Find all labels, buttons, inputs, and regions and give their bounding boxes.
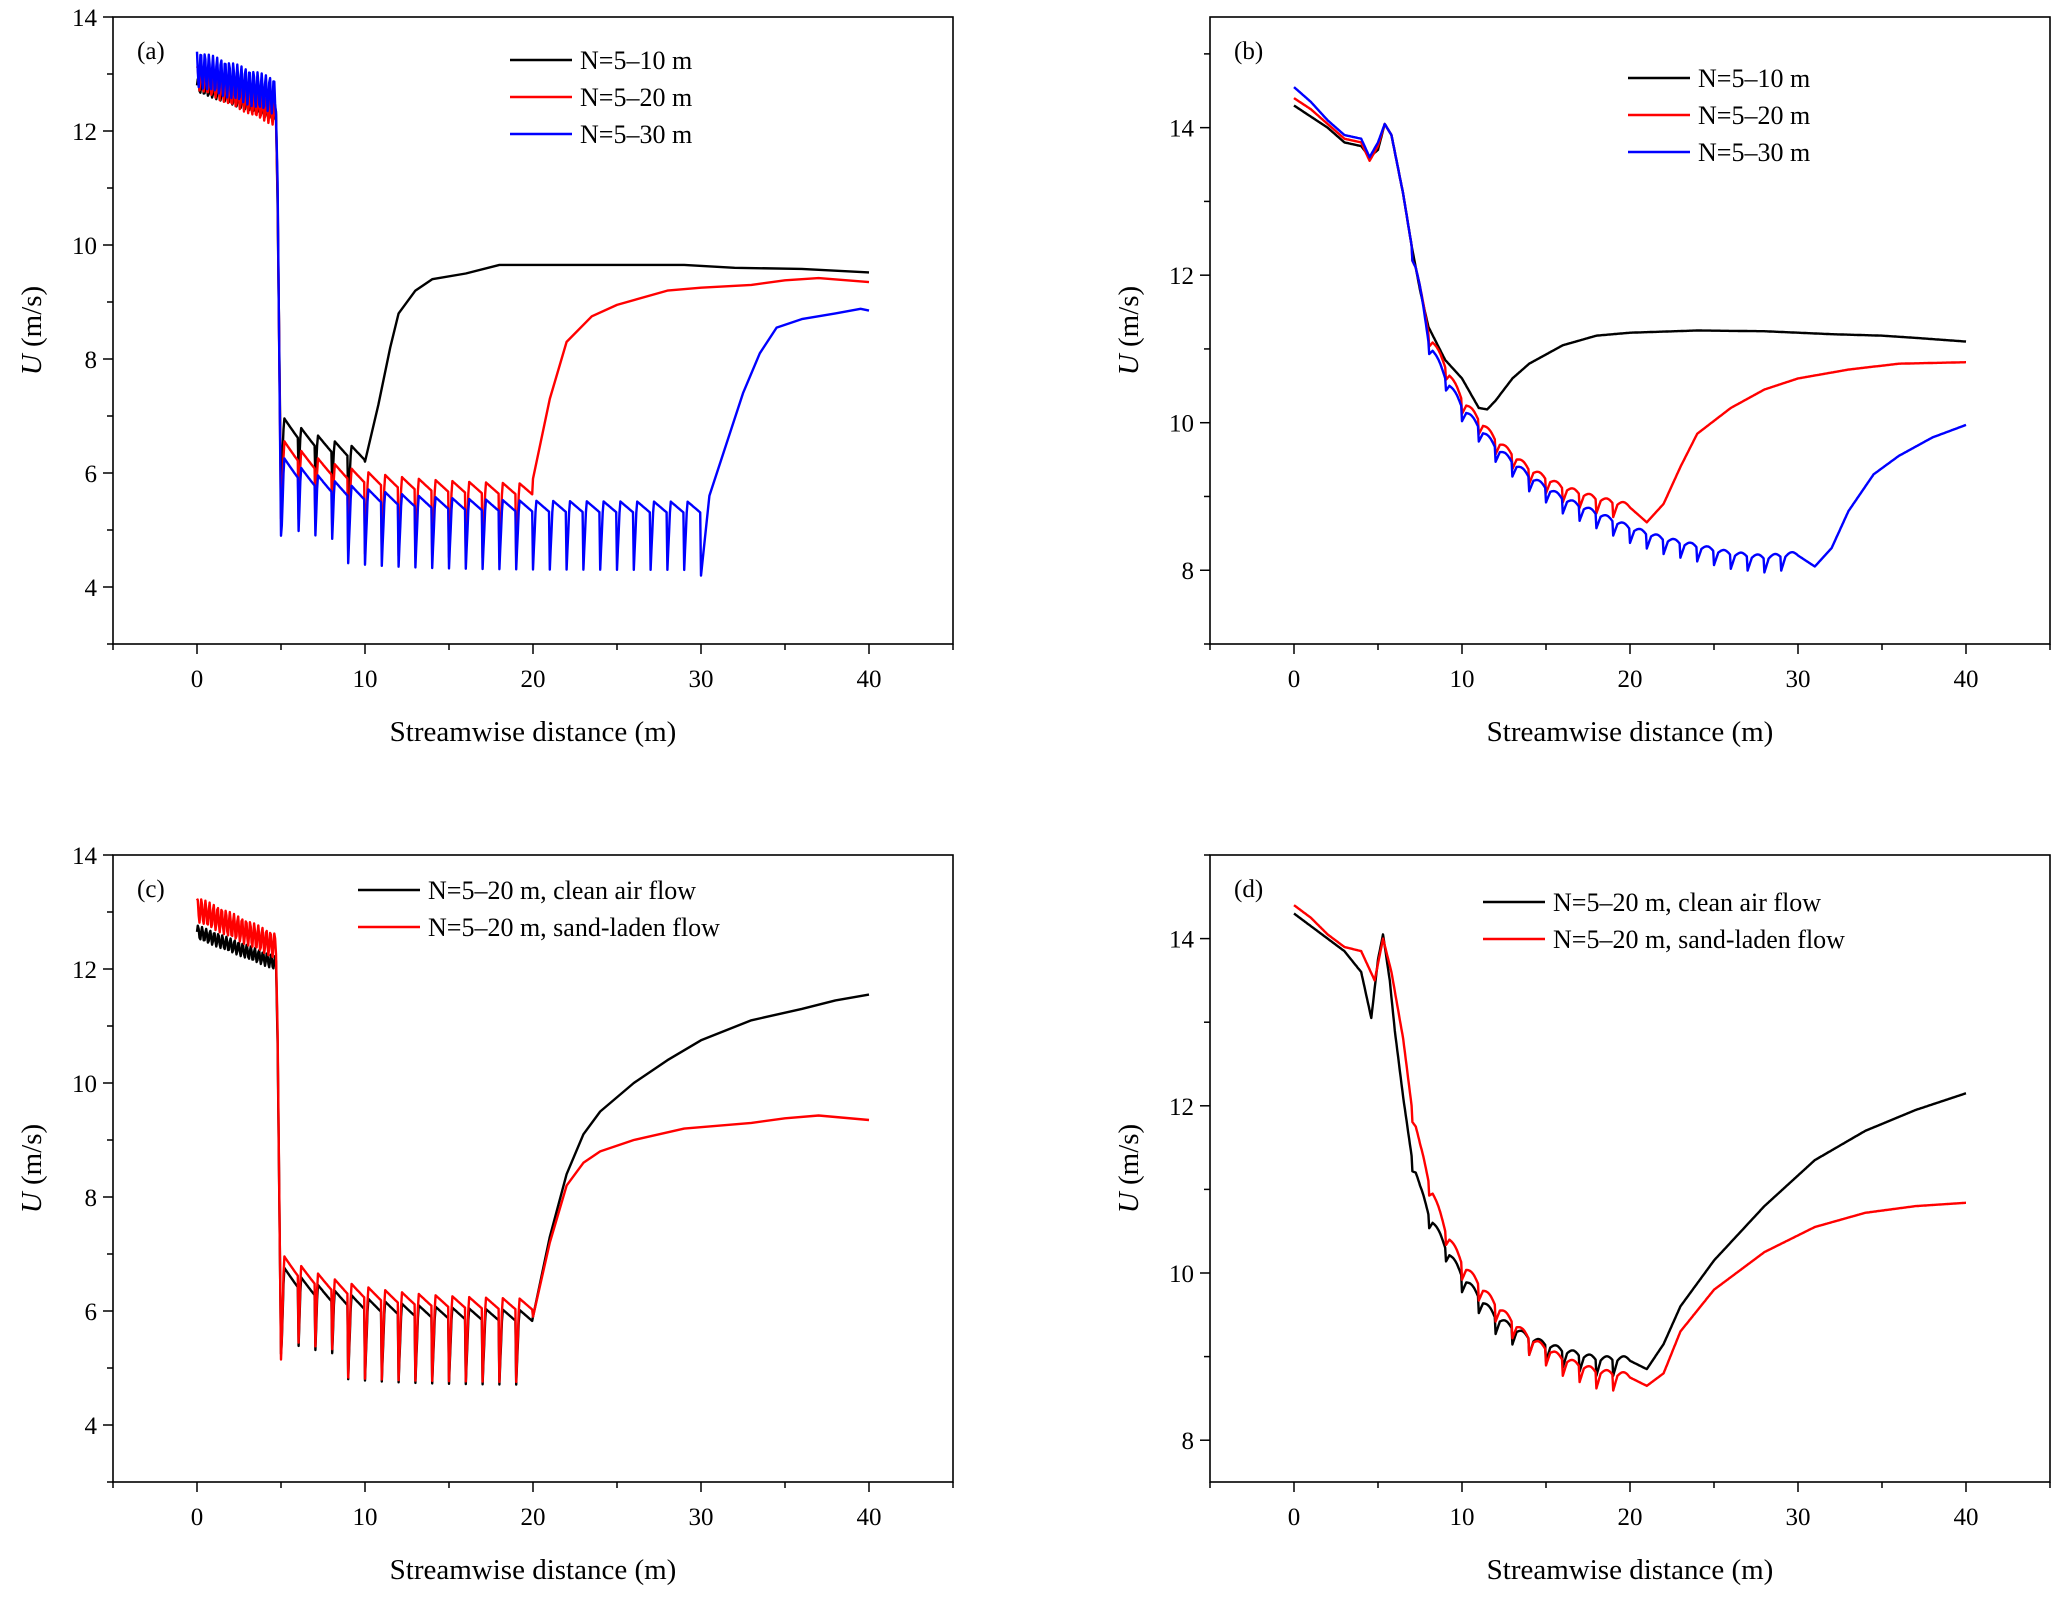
x-tick-label: 40 bbox=[1954, 666, 1979, 693]
panel-c: 0 10 20 30 40 4 6 8 10 12 14 Streamwise distance (m… bbox=[16, 843, 954, 1586]
y-axis-title: U (m/s) bbox=[16, 1124, 48, 1213]
y-tick-label: 14 bbox=[72, 5, 98, 32]
series-line-2 bbox=[195, 898, 870, 1384]
x-tick-label: 10 bbox=[1450, 666, 1475, 693]
legend-label: N=5–30 m bbox=[1698, 138, 1810, 167]
panel-tag: (a) bbox=[137, 38, 165, 65]
panel-d: 0 10 20 30 40 8 10 12 14 Streamwise distance (m) U… bbox=[1113, 854, 2051, 1586]
legend-label: N=5–20 m bbox=[580, 83, 692, 112]
series-line-3 bbox=[1293, 86, 1967, 574]
legend-label: N=5–20 m, sand-laden flow bbox=[428, 913, 720, 942]
x-tick-label: 0 bbox=[191, 666, 204, 693]
y-axis-title-unit: (m/s) bbox=[1113, 1124, 1145, 1192]
series-line-1 bbox=[1293, 912, 1967, 1377]
y-tick-label: 12 bbox=[1169, 1094, 1194, 1121]
x-tick-label: 40 bbox=[857, 1504, 882, 1531]
series-line-2 bbox=[1293, 904, 1967, 1392]
y-tick-label: 6 bbox=[85, 461, 98, 488]
y-tick-label: 8 bbox=[1182, 1428, 1195, 1455]
x-axis-title: Streamwise distance (m) bbox=[1487, 716, 1774, 748]
x-tick-label: 20 bbox=[1618, 1504, 1643, 1531]
y-tick-label: 12 bbox=[1169, 263, 1194, 290]
x-axis-title: Streamwise distance (m) bbox=[390, 716, 677, 748]
x-tick-label: 40 bbox=[857, 666, 882, 693]
y-tick-label: 10 bbox=[72, 1071, 97, 1098]
series-line-1 bbox=[195, 77, 870, 505]
y-axis-title: U (m/s) bbox=[16, 286, 48, 375]
panel-tag: (b) bbox=[1234, 38, 1263, 65]
y-axis-title-unit: (m/s) bbox=[16, 286, 48, 354]
x-axis-title: Streamwise distance (m) bbox=[1487, 1554, 1774, 1586]
x-tick-label: 10 bbox=[353, 1504, 378, 1531]
x-tick-label: 30 bbox=[1786, 1504, 1811, 1531]
y-tick-label: 4 bbox=[85, 1413, 98, 1440]
y-tick-label: 14 bbox=[1169, 927, 1195, 954]
series-line-3 bbox=[195, 51, 870, 577]
y-tick-label: 10 bbox=[1169, 411, 1194, 438]
y-tick-label: 10 bbox=[1169, 1261, 1194, 1288]
x-tick-label: 0 bbox=[1288, 1504, 1301, 1531]
y-axis-title-symbol: U bbox=[16, 1190, 48, 1213]
legend-label: N=5–20 m, clean air flow bbox=[428, 876, 696, 905]
legend-label: N=5–10 m bbox=[1698, 64, 1810, 93]
y-tick-label: 6 bbox=[85, 1299, 98, 1326]
legend-label: N=5–10 m bbox=[580, 46, 692, 75]
y-tick-label: 4 bbox=[85, 575, 98, 602]
x-tick-label: 40 bbox=[1954, 1504, 1979, 1531]
legend-label: N=5–30 m bbox=[580, 120, 692, 149]
x-tick-label: 30 bbox=[689, 666, 714, 693]
x-tick-label: 20 bbox=[1618, 666, 1643, 693]
y-axis-title: U (m/s) bbox=[1113, 286, 1145, 375]
x-axis-title: Streamwise distance (m) bbox=[390, 1554, 677, 1586]
y-tick-label: 12 bbox=[72, 957, 97, 984]
panel-b: 0 10 20 30 40 8 10 12 14 Streamwise distance (m) U… bbox=[1113, 16, 2051, 748]
y-tick-label: 10 bbox=[72, 233, 97, 260]
x-tick-label: 0 bbox=[1288, 666, 1301, 693]
panel-tag: (c) bbox=[137, 876, 165, 903]
x-tick-label: 20 bbox=[521, 666, 546, 693]
y-axis-title-unit: (m/s) bbox=[16, 1124, 48, 1192]
x-tick-label: 0 bbox=[191, 1504, 204, 1531]
x-tick-label: 10 bbox=[1450, 1504, 1475, 1531]
y-axis-title-symbol: U bbox=[16, 352, 48, 375]
panel-a: 0 10 20 30 40 4 6 8 10 12 14 Streamwise distance (m… bbox=[16, 5, 954, 748]
y-axis-title-symbol: U bbox=[1113, 352, 1145, 375]
panel-tag: (d) bbox=[1234, 876, 1263, 903]
y-axis-title-symbol: U bbox=[1113, 1190, 1145, 1213]
legend-label: N=5–20 m, sand-laden flow bbox=[1553, 925, 1845, 954]
plot-frame bbox=[1209, 16, 2051, 645]
x-tick-label: 20 bbox=[521, 1504, 546, 1531]
x-tick-label: 30 bbox=[1786, 666, 1811, 693]
y-axis-title-unit: (m/s) bbox=[1113, 286, 1145, 354]
y-tick-label: 14 bbox=[72, 843, 98, 870]
y-tick-label: 12 bbox=[72, 119, 97, 146]
y-tick-label: 8 bbox=[85, 1185, 98, 1212]
y-tick-label: 8 bbox=[85, 347, 98, 374]
legend-label: N=5–20 m bbox=[1698, 101, 1810, 130]
legend-label: N=5–20 m, clean air flow bbox=[1553, 888, 1821, 917]
y-tick-label: 8 bbox=[1182, 558, 1195, 585]
y-axis-title: U (m/s) bbox=[1113, 1124, 1145, 1213]
series-line-2 bbox=[1293, 97, 1967, 524]
x-tick-label: 30 bbox=[689, 1504, 714, 1531]
y-tick-label: 14 bbox=[1169, 116, 1195, 143]
x-tick-label: 10 bbox=[353, 666, 378, 693]
